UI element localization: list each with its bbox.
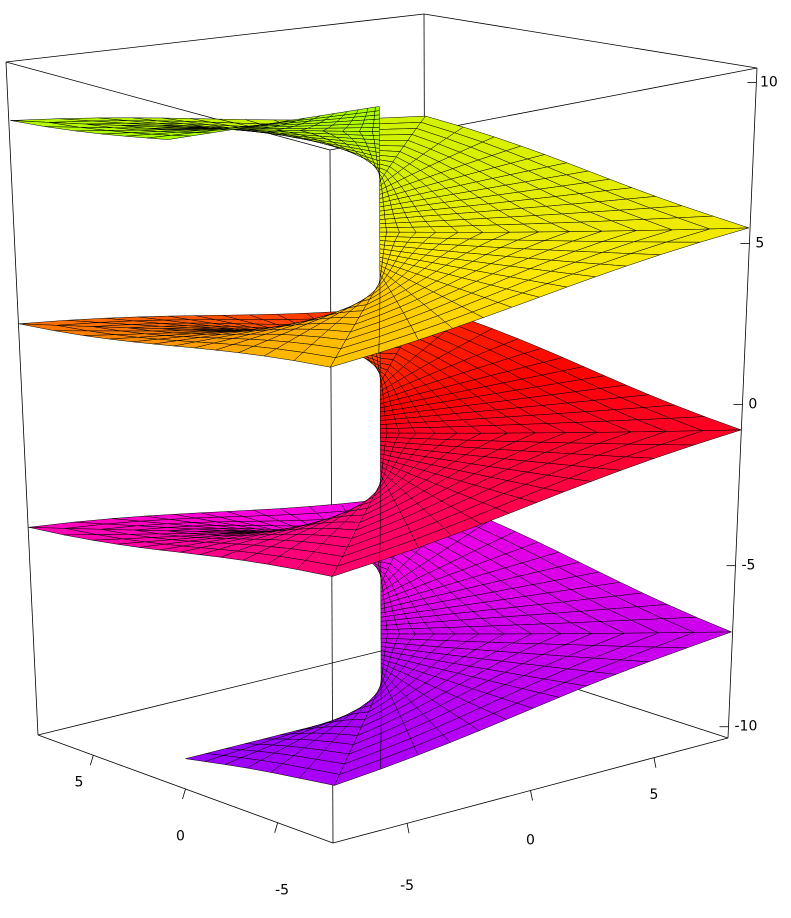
surface-patch	[375, 147, 380, 153]
surface-patch	[334, 759, 381, 786]
y-tick	[182, 788, 186, 800]
surface-patch	[377, 128, 417, 136]
surface-patch	[372, 127, 380, 132]
surface-patch	[379, 231, 387, 237]
surface-patch	[332, 551, 381, 577]
surface-patch	[359, 127, 374, 132]
surface-patch	[379, 214, 386, 220]
surface-patch	[380, 428, 388, 434]
y-tick-label: -5	[275, 883, 289, 899]
surface-patch	[380, 633, 388, 639]
surface-patch	[373, 118, 380, 124]
surface-patch	[380, 629, 388, 635]
surface-patch	[146, 135, 191, 140]
surface-patch	[386, 628, 401, 635]
z-tick-label: -5	[741, 558, 755, 574]
surface-patch	[379, 235, 387, 242]
surface-patch	[330, 344, 380, 368]
surface-patch	[394, 217, 410, 224]
y-tick-label: 5	[74, 774, 83, 790]
box-edge	[5, 13, 425, 63]
x-tick	[530, 790, 533, 801]
z-tick-label: 5	[755, 236, 764, 252]
x-tick	[653, 757, 657, 768]
z-tick-label: 0	[748, 397, 757, 413]
surface-patch	[380, 637, 388, 643]
x-tick-label: 5	[649, 787, 658, 803]
surface-patch	[373, 139, 380, 145]
surface-patch	[379, 223, 387, 229]
surface-patch	[374, 143, 380, 149]
x-tick-label: -5	[400, 878, 414, 894]
surface-patch	[380, 436, 387, 442]
z-tick-label: 10	[760, 74, 778, 90]
surface-patch	[380, 419, 387, 425]
x-tick	[406, 823, 410, 834]
surface-patch	[372, 131, 380, 137]
surface-patch	[395, 422, 413, 429]
surface-patch	[380, 445, 386, 451]
surface-patch	[385, 423, 399, 429]
surface-patch	[380, 432, 388, 438]
surface-patch	[380, 415, 386, 421]
box-edge	[423, 13, 758, 69]
surface-patch	[342, 127, 362, 132]
surface-patch	[385, 222, 398, 228]
box-edge	[5, 61, 39, 736]
surface-patch	[379, 218, 386, 224]
surface-patch	[372, 122, 380, 128]
box-edge	[5, 61, 331, 151]
surface-patch	[378, 140, 409, 147]
surface-patch	[395, 222, 413, 228]
surface-patch	[379, 240, 386, 246]
y-tick-label: 0	[176, 829, 185, 845]
surface-patch	[380, 424, 387, 430]
z-tick-label: -10	[734, 719, 757, 735]
surface-patch	[373, 135, 380, 141]
y-tick	[274, 822, 279, 833]
surface-patch	[380, 624, 388, 630]
surface-patch	[396, 623, 413, 630]
surface-patch	[366, 106, 376, 113]
box-edge	[37, 639, 427, 736]
surface-patch	[380, 620, 387, 626]
box-edge	[727, 67, 758, 739]
surface-patch	[378, 134, 413, 141]
surface-patch	[374, 106, 380, 112]
surface-patch	[386, 428, 400, 434]
surface-patch	[379, 227, 387, 233]
x-tick-label: 0	[526, 833, 535, 849]
surface-patch	[385, 227, 400, 233]
y-tick	[89, 755, 94, 766]
surface-patch	[386, 624, 399, 630]
